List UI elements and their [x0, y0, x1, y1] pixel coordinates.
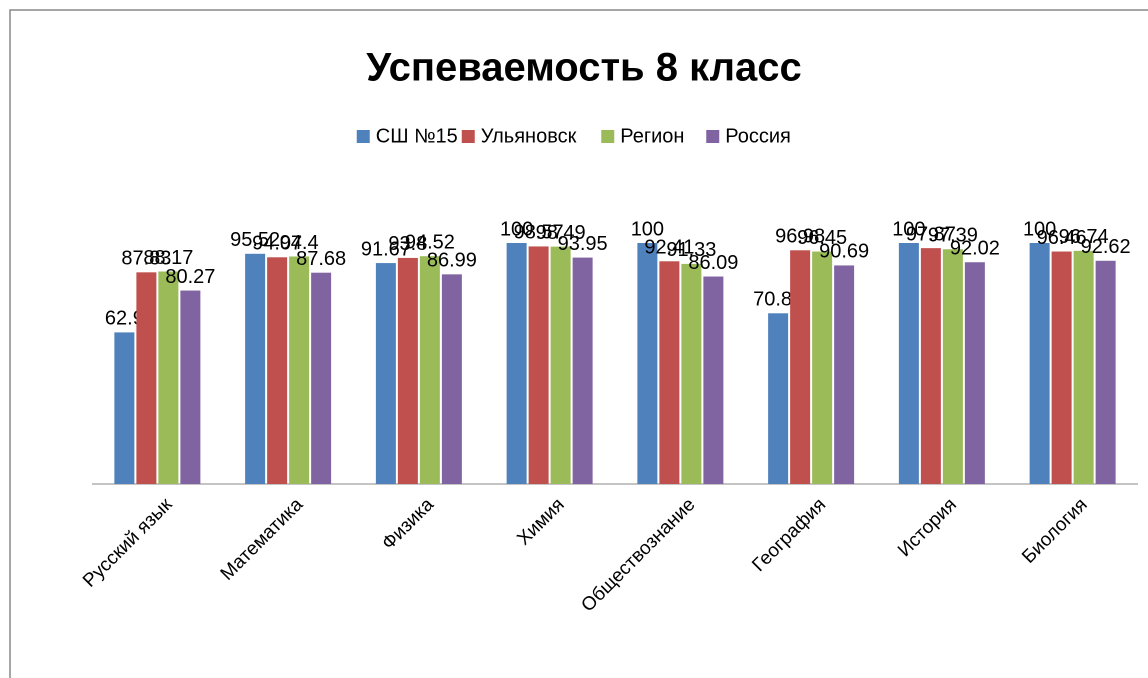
- value-label: 100: [500, 218, 533, 240]
- legend-swatch: [706, 130, 720, 143]
- value-label: 97.39: [928, 225, 978, 247]
- bar: [768, 313, 789, 484]
- chart-title: Успеваемость 8 класс: [366, 46, 802, 90]
- legend-swatch: [356, 130, 370, 143]
- value-label: 94.52: [405, 231, 455, 253]
- value-label: 92.02: [950, 238, 1000, 260]
- bar: [158, 271, 179, 484]
- bar: [289, 256, 310, 484]
- bar: [375, 263, 396, 484]
- bar: [964, 262, 985, 484]
- bar: [267, 257, 288, 484]
- bar: [681, 263, 702, 484]
- bar: [528, 246, 549, 484]
- value-label: 90.69: [819, 241, 869, 263]
- bar: [834, 265, 855, 484]
- bar: [898, 243, 919, 484]
- value-label: 92.41: [644, 237, 694, 259]
- value-label: 97.87: [906, 223, 956, 245]
- bar: [419, 256, 440, 484]
- bar: [1051, 251, 1072, 484]
- legend-label: Ульяновск: [481, 125, 577, 147]
- value-label: 100: [1023, 218, 1056, 240]
- value-label: 98.57: [514, 222, 564, 244]
- bar: [114, 332, 135, 484]
- value-label: 95.52: [230, 229, 280, 251]
- bar: [1095, 260, 1116, 484]
- bar: [441, 274, 462, 484]
- bar: [790, 250, 811, 484]
- bar: [659, 261, 680, 484]
- value-label: 87.68: [296, 248, 346, 270]
- bar: [180, 290, 201, 484]
- value-label: 86.09: [688, 252, 738, 274]
- value-label: 96.98: [775, 226, 825, 248]
- value-label: 62.9: [105, 308, 144, 330]
- legend-swatch: [461, 130, 475, 143]
- legend-label: Регион: [620, 125, 684, 147]
- bar: [311, 272, 332, 484]
- bar: [506, 243, 527, 484]
- value-label: 94.07: [252, 233, 302, 255]
- value-label: 96.46: [1037, 227, 1087, 249]
- value-label: 87.83: [121, 248, 171, 270]
- value-label: 94.4: [280, 232, 319, 254]
- value-label: 100: [892, 218, 925, 240]
- value-label: 92.62: [1081, 236, 1131, 258]
- value-label: 86.99: [427, 250, 477, 272]
- value-label: 98.49: [536, 222, 586, 244]
- value-label: 80.27: [165, 266, 215, 288]
- bar: [703, 276, 724, 484]
- bar: [397, 257, 418, 484]
- legend-label: СШ №15: [376, 125, 458, 147]
- value-label: 100: [631, 218, 664, 240]
- bar: [550, 246, 571, 484]
- value-label: 88.17: [143, 247, 193, 269]
- legend-label: Россия: [725, 125, 791, 147]
- value-label: 91.67: [361, 238, 411, 260]
- value-label: 96.74: [1059, 226, 1109, 248]
- bar: [572, 257, 593, 484]
- bar: [136, 272, 157, 484]
- value-label: 91.33: [666, 239, 716, 261]
- bar: [1029, 243, 1050, 484]
- value-label: 96.45: [797, 227, 847, 249]
- bar: [245, 253, 266, 484]
- bar: [812, 251, 833, 484]
- legend-swatch: [601, 130, 615, 143]
- legend: СШ №15 Ульяновск Регион Россия: [356, 125, 791, 147]
- bar: [942, 249, 963, 484]
- bar: [920, 248, 941, 484]
- bar: [637, 243, 658, 484]
- bar: [1073, 250, 1094, 484]
- value-label: 93.8: [388, 233, 427, 255]
- value-label: 93.95: [558, 233, 608, 255]
